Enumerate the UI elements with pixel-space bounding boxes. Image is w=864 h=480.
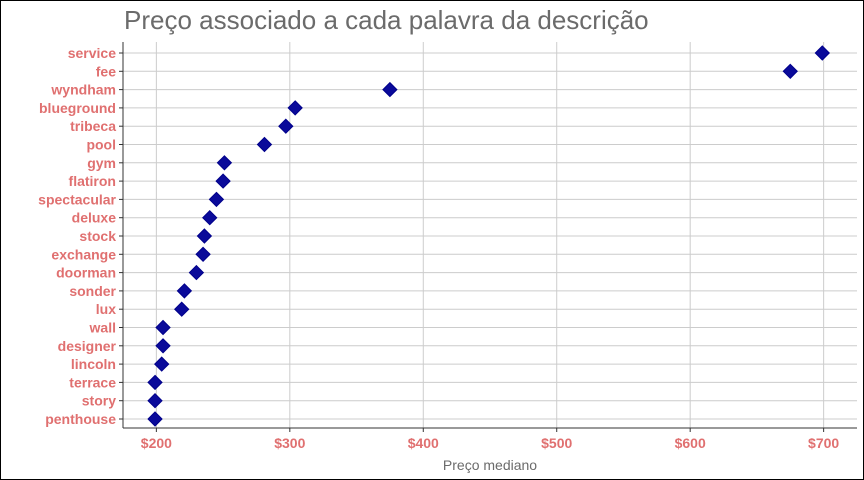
y-tick-label: deluxe bbox=[72, 210, 117, 226]
data-point-sonder bbox=[176, 283, 193, 299]
x-tick-label: $400 bbox=[408, 435, 439, 451]
data-point-fee bbox=[782, 63, 798, 80]
data-point-gym bbox=[216, 155, 233, 171]
x-axis-label: Preço mediano bbox=[443, 457, 537, 473]
data-point-stock bbox=[196, 228, 213, 244]
data-point-terrace bbox=[147, 374, 163, 391]
data-points bbox=[147, 45, 831, 427]
x-tick-label: $700 bbox=[808, 435, 839, 451]
y-tick-label: service bbox=[68, 45, 116, 61]
y-tick-label: spectacular bbox=[38, 191, 116, 207]
data-point-flatiron bbox=[215, 173, 231, 189]
x-tick-labels: $200 $300 $400 $500 $600 $700 bbox=[141, 435, 840, 451]
data-point-tribeca bbox=[278, 118, 294, 134]
axes bbox=[119, 42, 857, 432]
x-tick-label: $500 bbox=[541, 435, 572, 451]
x-tick-label: $200 bbox=[141, 435, 172, 451]
y-tick-label: doorman bbox=[56, 265, 116, 281]
y-tick-label: gym bbox=[87, 155, 116, 171]
grid-lines bbox=[123, 42, 857, 428]
y-tick-label: tribeca bbox=[70, 118, 116, 134]
data-point-story bbox=[147, 392, 163, 409]
data-point-penthouse bbox=[147, 411, 163, 427]
y-tick-label: pool bbox=[86, 137, 116, 153]
data-point-designer bbox=[155, 338, 171, 354]
y-tick-label: flatiron bbox=[69, 173, 116, 189]
y-tick-label: terrace bbox=[69, 374, 116, 390]
data-point-wall bbox=[155, 319, 171, 336]
data-point-lux bbox=[174, 301, 190, 317]
y-tick-label: designer bbox=[58, 338, 117, 354]
data-point-service bbox=[814, 45, 831, 61]
y-tick-labels: service fee wyndham blueground tribeca pool gy… bbox=[38, 45, 116, 427]
y-tick-label: fee bbox=[96, 63, 116, 79]
y-tick-label: wall bbox=[89, 320, 116, 336]
data-point-exchange bbox=[195, 246, 211, 263]
data-point-wyndham bbox=[382, 81, 398, 98]
x-tick-label: $600 bbox=[675, 435, 706, 451]
x-tick-label: $300 bbox=[274, 435, 305, 451]
data-point-doorman bbox=[188, 264, 205, 281]
y-tick-label: story bbox=[82, 393, 116, 409]
y-tick-label: lincoln bbox=[71, 356, 116, 372]
y-tick-label: lux bbox=[96, 301, 116, 317]
y-tick-label: blueground bbox=[39, 100, 116, 116]
data-point-pool bbox=[256, 136, 273, 153]
y-tick-label: penthouse bbox=[45, 411, 116, 427]
data-point-deluxe bbox=[202, 209, 218, 226]
y-tick-label: exchange bbox=[51, 246, 116, 262]
data-point-lincoln bbox=[153, 356, 170, 372]
data-point-blueground bbox=[287, 100, 303, 116]
y-tick-label: wyndham bbox=[50, 82, 116, 98]
data-point-spectacular bbox=[208, 191, 225, 208]
y-tick-label: stock bbox=[79, 228, 116, 244]
chart-title: Preço associado a cada palavra da descri… bbox=[124, 5, 649, 35]
y-tick-label: sonder bbox=[69, 283, 116, 299]
